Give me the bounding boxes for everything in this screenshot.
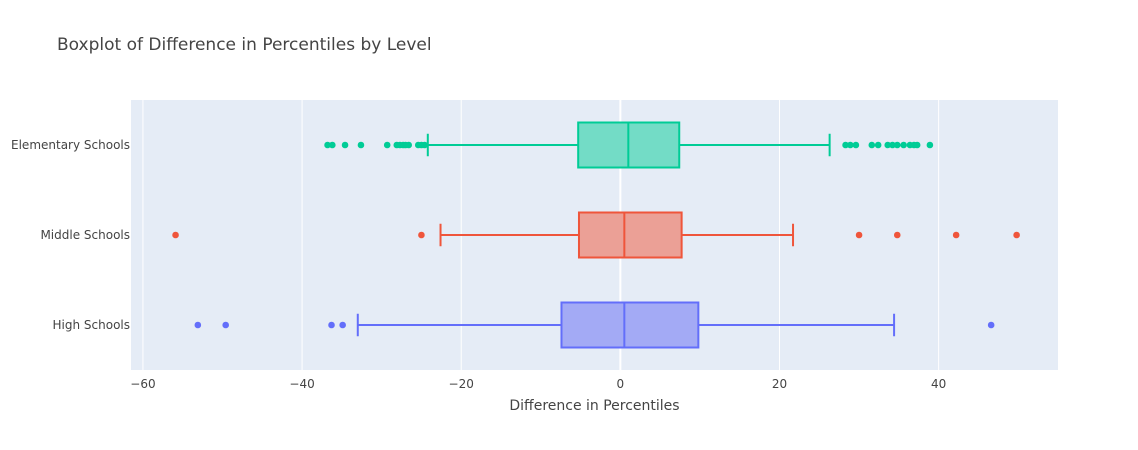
outlier-point [847, 141, 854, 149]
outlier-point [884, 141, 892, 149]
outlier-point [222, 321, 229, 329]
chart-title: Boxplot of Difference in Percentiles by … [57, 35, 432, 55]
x-axis-ticks: −60 −40 −20 0 20 40 [130, 377, 946, 391]
outlier-point [900, 141, 907, 149]
outlier-point [172, 231, 179, 239]
x-tick-label: 0 [617, 377, 625, 391]
outlier-point [418, 231, 425, 239]
x-axis-title: Difference in Percentiles [509, 398, 679, 414]
outlier-point [329, 141, 336, 149]
iqr-box [560, 301, 700, 349]
outlier-point [952, 231, 960, 239]
box-trace-high-schools [194, 301, 995, 349]
box-trace-middle-schools [172, 211, 1020, 259]
outlier-point [868, 141, 876, 149]
y-axis-ticks: Elementary Schools Middle Schools High Sch… [11, 138, 130, 332]
outlier-point [889, 141, 896, 149]
outlier-point [893, 231, 901, 239]
outlier-point [926, 141, 934, 149]
outlier-point [913, 141, 921, 149]
outlier-point [893, 141, 901, 149]
outlier-point [405, 141, 413, 149]
x-tick-label: −40 [289, 377, 314, 391]
outlier-point [842, 141, 849, 149]
outlier-point [339, 321, 346, 329]
y-tick-label: Elementary Schools [11, 138, 130, 152]
outlier-point [324, 141, 331, 149]
outlier-point [852, 141, 860, 149]
x-tick-label: −60 [130, 377, 155, 391]
box-trace-elementary-schools [324, 121, 934, 169]
y-tick-label: High Schools [53, 318, 130, 332]
outlier-point [341, 141, 349, 149]
outlier-point [328, 321, 335, 329]
box-traces [172, 121, 1020, 349]
x-tick-label: −20 [449, 377, 474, 391]
outlier-point [1013, 231, 1020, 239]
outlier-point [855, 231, 863, 239]
x-tick-label: 40 [931, 377, 946, 391]
outlier-point [874, 141, 882, 149]
outlier-point [194, 321, 202, 329]
y-tick-label: Middle Schools [40, 228, 130, 242]
outlier-point [421, 141, 428, 149]
outlier-point [987, 321, 995, 329]
outlier-point [383, 141, 391, 149]
x-tick-label: 20 [772, 377, 787, 391]
iqr-box [577, 211, 683, 259]
outlier-point [357, 141, 365, 149]
